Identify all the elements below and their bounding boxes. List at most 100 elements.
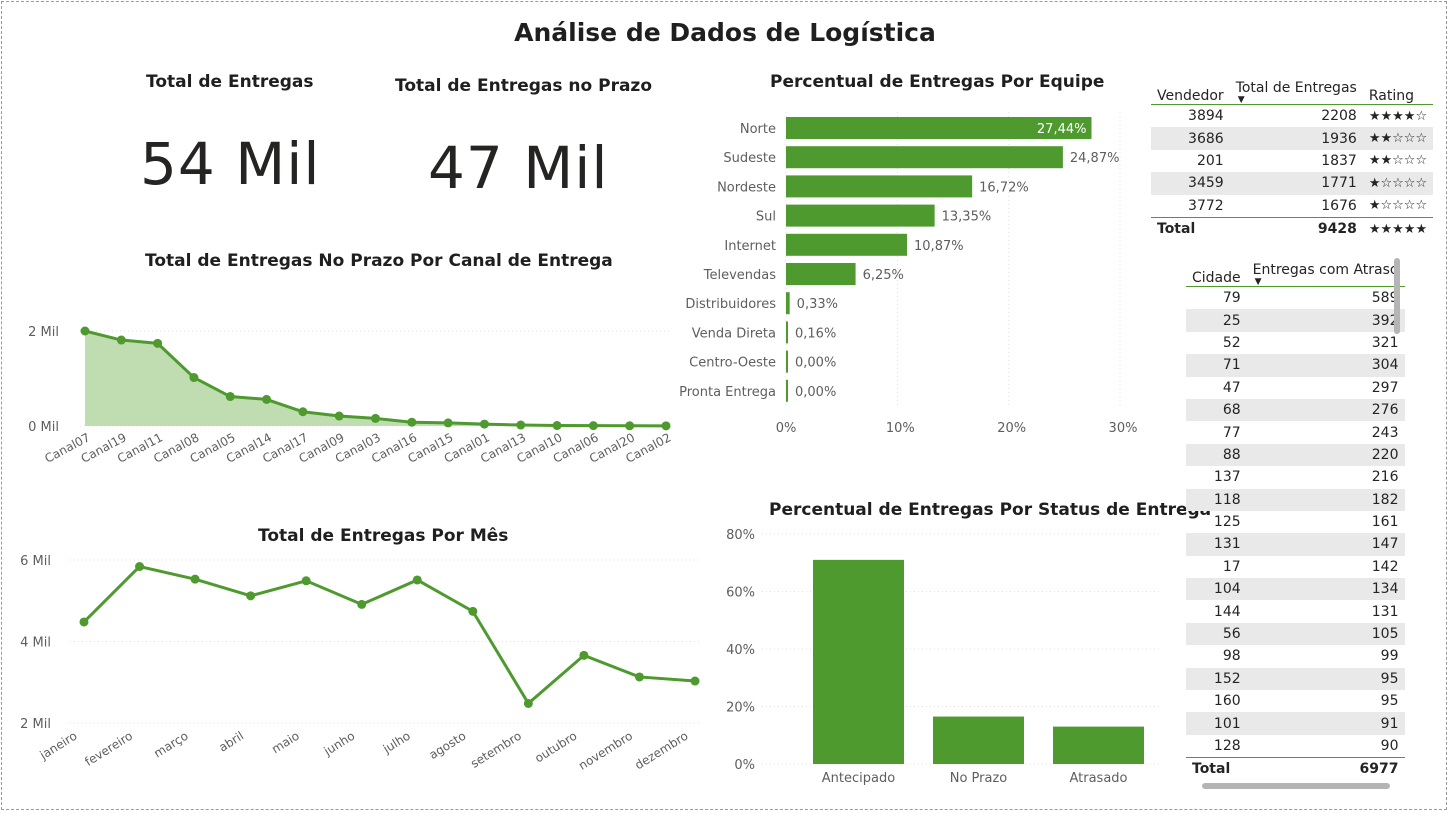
line-chart-title: Total de Entregas Por Mês bbox=[258, 526, 509, 546]
vendor-id-cell: 3772 bbox=[1188, 197, 1224, 214]
city-table-row[interactable]: 71 304 bbox=[1186, 354, 1405, 377]
city-table-row[interactable]: 128 90 bbox=[1186, 735, 1405, 758]
vendor-table-total-row: Total 9428 ★★★★★ bbox=[1151, 216, 1434, 241]
vbar-category-label: No Prazo bbox=[950, 771, 1008, 786]
city-id-cell: 101 bbox=[1186, 712, 1247, 735]
area-data-point bbox=[80, 326, 90, 336]
vbar-category-label: Antecipado bbox=[822, 771, 895, 786]
line-data-point bbox=[634, 672, 644, 682]
hbar-category-label: Nordeste bbox=[717, 180, 776, 195]
vendor-table-row[interactable]: 3686 1936 ★★☆☆☆ bbox=[1151, 127, 1434, 150]
hbar-category-label: Pronta Entrega bbox=[679, 385, 776, 400]
city-atraso-cell: 95 bbox=[1380, 693, 1399, 710]
city-table-row[interactable]: 79 589 bbox=[1186, 287, 1405, 310]
hbar-x-tick-label: 0% bbox=[776, 421, 797, 436]
vendor-rating-stars: ★★☆☆☆ bbox=[1362, 127, 1434, 150]
hbar-chart[interactable]: 0% 10% 20% 30% Norte 27,44% Sudeste 24,87% Norde… bbox=[679, 112, 1137, 436]
vendor-table-row[interactable]: 201 1837 ★★☆☆☆ bbox=[1151, 150, 1433, 172]
area-data-point bbox=[552, 421, 562, 431]
city-id-cell: 17 bbox=[1222, 558, 1241, 575]
city-table-row[interactable]: 118 182 bbox=[1186, 488, 1405, 511]
city-table-row[interactable]: 88 220 bbox=[1186, 443, 1405, 467]
hbar-data-label: 27,44% bbox=[1037, 122, 1087, 137]
col-header-vendedor[interactable]: Vendedor bbox=[1157, 88, 1224, 104]
city-table-horizontal-scrollbar[interactable] bbox=[1202, 783, 1390, 789]
kpi-entregas-prazo-value: 47 Mil bbox=[428, 134, 609, 202]
vendor-table-row[interactable]: 3772 1676 ★☆☆☆☆ bbox=[1151, 195, 1433, 218]
city-table-row[interactable]: 52 321 bbox=[1186, 332, 1405, 354]
city-table[interactable]: Cidade Entregas com Atraso ▼ 79 589 25 392 5… bbox=[1186, 256, 1405, 781]
city-id-cell: 56 bbox=[1186, 622, 1247, 646]
col-header-total-entregas[interactable]: Total de Entregas ▼ bbox=[1230, 76, 1363, 105]
city-table-row[interactable]: 17 142 bbox=[1186, 556, 1405, 578]
city-table-row[interactable]: 98 99 bbox=[1186, 645, 1405, 667]
line-data-point bbox=[468, 606, 478, 616]
vbar-chart[interactable]: 0% 20% 40% 60% 80% Antecipado No Prazo Atrasado bbox=[726, 528, 1160, 786]
city-table-row[interactable]: 137 216 bbox=[1186, 466, 1405, 488]
city-atraso-cell: 276 bbox=[1246, 398, 1405, 422]
city-table-vertical-scrollbar[interactable] bbox=[1394, 258, 1400, 334]
vendor-rating-stars: ★★★★☆ bbox=[1368, 108, 1428, 124]
vendor-table-row[interactable]: 3894 2208 ★★★★☆ bbox=[1151, 105, 1433, 128]
city-table-row[interactable]: 47 297 bbox=[1186, 377, 1405, 399]
vendor-total-label: Total bbox=[1151, 216, 1230, 241]
col-header-rating[interactable]: Rating bbox=[1368, 88, 1414, 104]
city-table-row[interactable]: 104 134 bbox=[1186, 578, 1405, 601]
hbar-chart-title: Percentual de Entregas Por Equipe bbox=[770, 72, 1105, 92]
hbar-bar bbox=[786, 117, 1092, 139]
city-id-cell: 131 bbox=[1186, 533, 1247, 556]
sort-desc-icon: ▼ bbox=[1254, 277, 1262, 287]
city-table-row[interactable]: 77 243 bbox=[1186, 421, 1405, 443]
city-table-row[interactable]: 56 105 bbox=[1186, 622, 1405, 646]
vendor-total-cell: 1837 bbox=[1321, 152, 1357, 169]
hbar-bar bbox=[786, 321, 788, 344]
hbar-bar bbox=[786, 146, 1063, 169]
city-table-row[interactable]: 68 276 bbox=[1186, 398, 1405, 422]
city-id-cell: 137 bbox=[1213, 469, 1241, 486]
city-table-row[interactable]: 131 147 bbox=[1186, 533, 1405, 556]
city-atraso-cell: 304 bbox=[1246, 354, 1405, 377]
city-table-row[interactable]: 152 95 bbox=[1186, 667, 1405, 691]
col-header-entregas-atraso[interactable]: Entregas com Atraso ▼ bbox=[1247, 256, 1405, 287]
vendor-rating-stars: ★★☆☆☆ bbox=[1368, 153, 1428, 169]
line-data-point bbox=[690, 676, 700, 686]
hbar-category-label: Televendas bbox=[703, 268, 776, 283]
hbar-x-tick-label: 30% bbox=[1109, 421, 1138, 436]
city-id-cell: 125 bbox=[1213, 514, 1241, 531]
city-table-row[interactable]: 125 161 bbox=[1186, 511, 1405, 533]
hbar-bar bbox=[786, 204, 935, 227]
hbar-category-label: Distribuidores bbox=[685, 297, 776, 312]
line-chart[interactable]: 2 Mil 4 Mil 6 Mil janeiro fevereiro março abri… bbox=[20, 554, 700, 773]
line-data-point bbox=[412, 575, 422, 585]
vendor-table[interactable]: Vendedor Total de Entregas ▼ Rating 3894… bbox=[1151, 76, 1434, 241]
col-header-cidade[interactable]: Cidade bbox=[1192, 270, 1241, 286]
area-data-point bbox=[443, 418, 453, 428]
city-table-total-row: Total 6977 bbox=[1186, 757, 1405, 781]
city-id-cell: 77 bbox=[1222, 424, 1241, 441]
hbar-data-label: 13,35% bbox=[942, 210, 992, 225]
line-x-tick-label: abril bbox=[216, 729, 246, 755]
hbar-data-label: 6,25% bbox=[863, 268, 904, 283]
city-table-row[interactable]: 101 91 bbox=[1186, 712, 1405, 735]
col-header-total-entregas-label: Total de Entregas bbox=[1235, 80, 1357, 96]
city-id-cell: 152 bbox=[1186, 667, 1247, 691]
city-table-row[interactable]: 160 95 bbox=[1186, 690, 1405, 712]
hbar-data-label: 0,16% bbox=[795, 326, 836, 341]
area-y-tick-label: 0 Mil bbox=[28, 420, 59, 435]
line-data-point bbox=[79, 617, 89, 627]
hbar-x-tick-label: 10% bbox=[886, 421, 915, 436]
vendor-table-row[interactable]: 3459 1771 ★☆☆☆☆ bbox=[1151, 172, 1434, 195]
city-table-row[interactable]: 144 131 bbox=[1186, 600, 1405, 622]
hbar-bar bbox=[786, 292, 790, 315]
city-id-cell: 52 bbox=[1222, 334, 1241, 351]
area-data-point bbox=[588, 421, 598, 431]
vbar-bar bbox=[1053, 726, 1144, 764]
city-total-label: Total bbox=[1186, 757, 1247, 781]
area-data-point bbox=[189, 373, 199, 383]
hbar-bar bbox=[786, 233, 908, 256]
city-id-cell: 118 bbox=[1186, 488, 1247, 511]
city-table-row[interactable]: 25 392 bbox=[1186, 309, 1405, 332]
area-data-point bbox=[262, 394, 272, 404]
city-id-cell: 160 bbox=[1213, 693, 1241, 710]
